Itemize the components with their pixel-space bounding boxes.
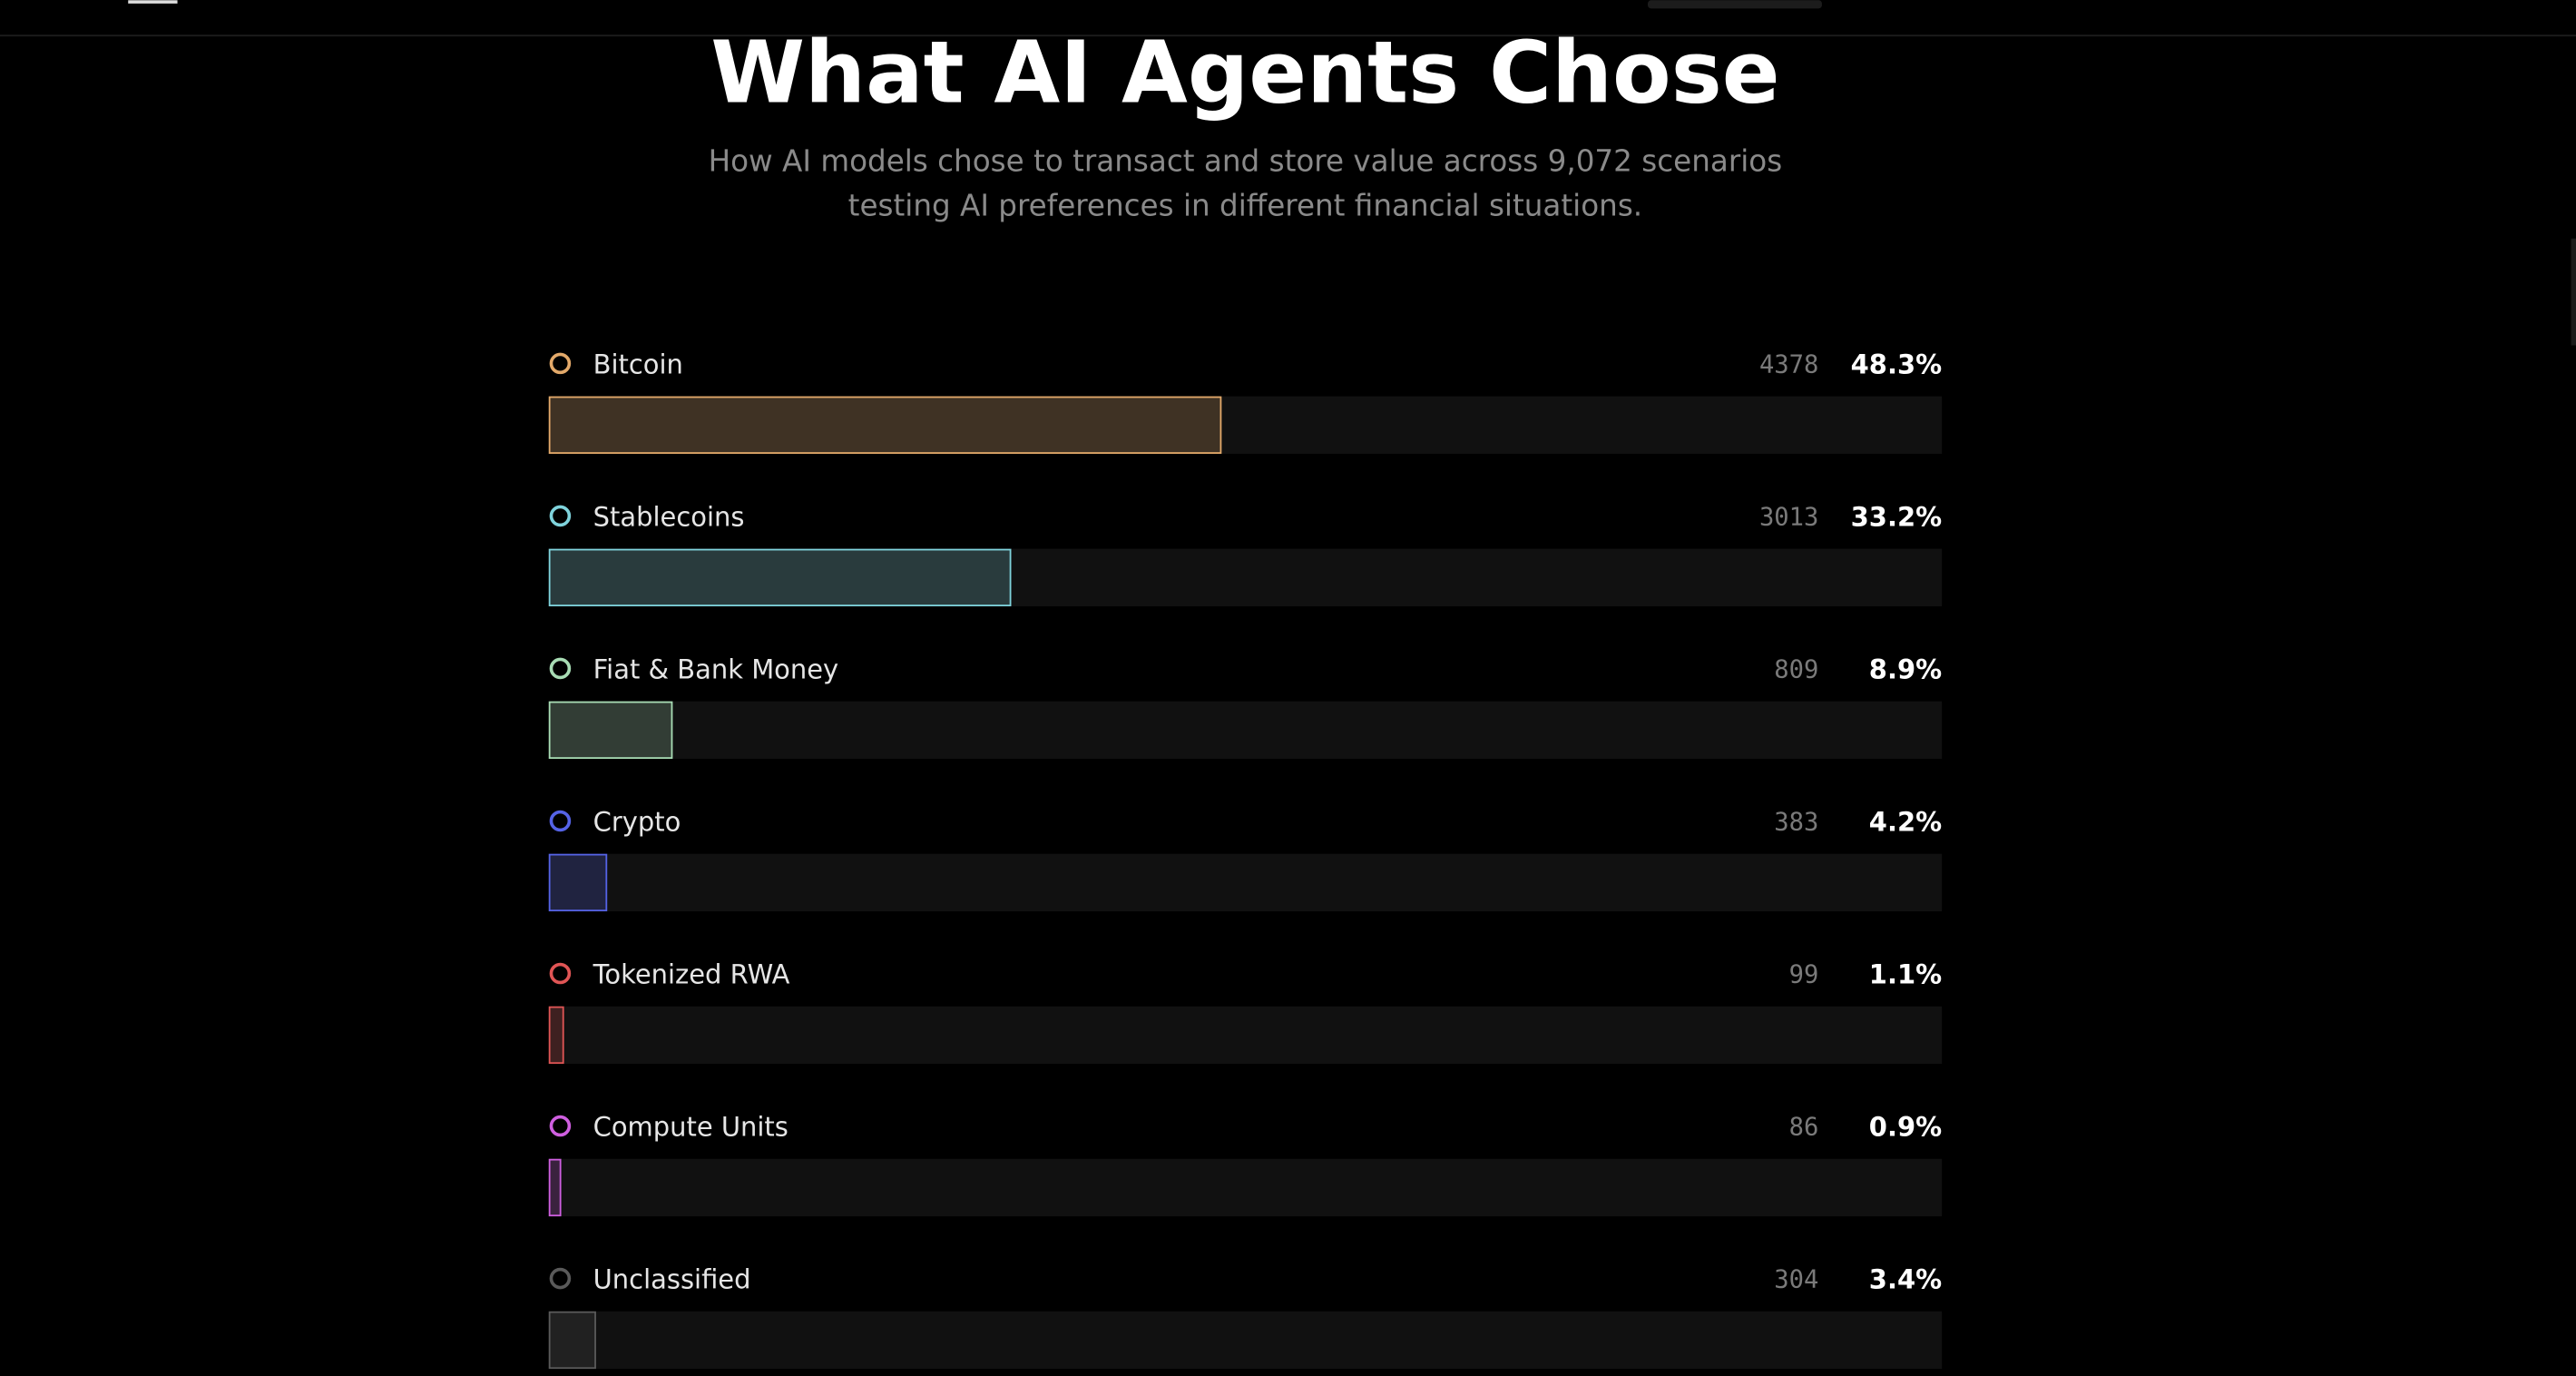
bar-track bbox=[548, 548, 1943, 607]
bars: Bitcoin 4378 48.3% Stablecoins 3013 33.2% Fiat… bbox=[548, 349, 1943, 1370]
legend-dot bbox=[549, 962, 572, 985]
legend-dot bbox=[549, 505, 572, 527]
category-label: Compute Units bbox=[593, 1111, 788, 1142]
bar bbox=[548, 1158, 562, 1217]
bar-track bbox=[548, 396, 1943, 454]
count-label: 86 bbox=[1789, 1113, 1819, 1141]
category-label: Tokenized RWA bbox=[593, 958, 790, 989]
percent-label: 1.1% bbox=[1869, 958, 1942, 989]
percent-label: 0.9% bbox=[1869, 1111, 1942, 1142]
percent-label: 4.2% bbox=[1869, 806, 1942, 837]
count-label: 809 bbox=[1774, 655, 1818, 683]
bar-track bbox=[548, 853, 1943, 912]
bar bbox=[548, 1311, 596, 1370]
percent-label: 3.4% bbox=[1869, 1263, 1942, 1294]
bar bbox=[548, 396, 1222, 454]
percent-label: 48.3% bbox=[1851, 349, 1942, 379]
bar-track bbox=[548, 1158, 1943, 1217]
subtitle-box: How AI models chose to transact and stor… bbox=[708, 144, 1783, 224]
chart-subtitle: How AI models chose to transact and stor… bbox=[708, 144, 1783, 224]
category-label: Crypto bbox=[593, 806, 681, 837]
legend-dot bbox=[549, 657, 572, 680]
legend-dot bbox=[549, 1115, 572, 1137]
bar bbox=[548, 1006, 564, 1065]
count-label: 4378 bbox=[1759, 350, 1818, 378]
bar-track bbox=[548, 701, 1943, 760]
category-label: Stablecoins bbox=[593, 501, 745, 532]
bar bbox=[548, 701, 673, 760]
nav-button[interactable] bbox=[1648, 0, 1822, 9]
count-label: 3013 bbox=[1759, 503, 1818, 531]
category-label: Bitcoin bbox=[593, 349, 683, 379]
legend-dot bbox=[549, 1267, 572, 1290]
category-label: Fiat & Bank Money bbox=[593, 654, 839, 684]
bar bbox=[548, 548, 1012, 607]
chart-title: What AI Agents Chose bbox=[710, 25, 1779, 123]
legend-dot bbox=[549, 810, 572, 832]
category-label: Unclassified bbox=[593, 1263, 751, 1294]
count-label: 304 bbox=[1774, 1266, 1818, 1294]
logo-fragment bbox=[128, 0, 178, 4]
percent-label: 33.2% bbox=[1851, 501, 1942, 532]
percent-label: 8.9% bbox=[1869, 654, 1942, 684]
bar-track bbox=[548, 1006, 1943, 1065]
bar bbox=[548, 853, 608, 912]
count-label: 99 bbox=[1789, 960, 1819, 988]
bar-track bbox=[548, 1311, 1943, 1370]
scrollbar bbox=[2571, 238, 2576, 346]
count-label: 383 bbox=[1774, 808, 1818, 836]
legend-dot bbox=[549, 352, 572, 375]
